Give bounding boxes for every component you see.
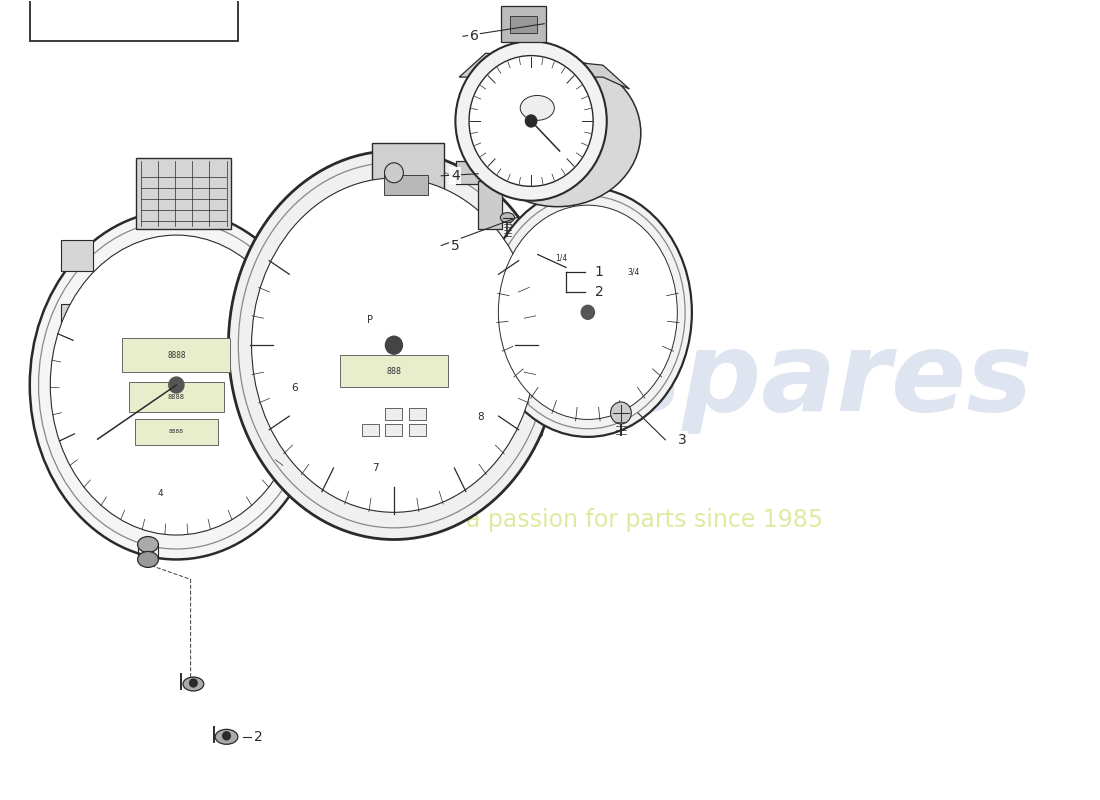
Ellipse shape bbox=[491, 196, 685, 429]
Text: 2: 2 bbox=[254, 730, 263, 744]
Text: 4: 4 bbox=[451, 169, 460, 182]
Text: 8: 8 bbox=[477, 411, 484, 422]
Text: 3/4: 3/4 bbox=[627, 267, 639, 277]
Circle shape bbox=[168, 377, 184, 393]
FancyBboxPatch shape bbox=[500, 6, 547, 42]
Ellipse shape bbox=[239, 162, 550, 528]
Circle shape bbox=[189, 679, 197, 687]
Text: 7: 7 bbox=[372, 462, 378, 473]
Ellipse shape bbox=[30, 210, 323, 559]
Bar bbox=[362, 424, 378, 436]
Text: 6: 6 bbox=[292, 382, 298, 393]
Circle shape bbox=[610, 402, 631, 424]
FancyBboxPatch shape bbox=[60, 384, 94, 416]
Text: 3: 3 bbox=[678, 433, 686, 447]
Text: 5: 5 bbox=[451, 238, 460, 253]
Text: a passion for parts since 1985: a passion for parts since 1985 bbox=[466, 507, 823, 531]
Circle shape bbox=[385, 163, 404, 182]
Ellipse shape bbox=[520, 95, 554, 120]
Polygon shape bbox=[456, 161, 547, 184]
Ellipse shape bbox=[138, 537, 158, 553]
Text: 8888: 8888 bbox=[167, 350, 186, 360]
Text: 1/4: 1/4 bbox=[556, 254, 568, 262]
Ellipse shape bbox=[498, 205, 678, 419]
Polygon shape bbox=[459, 54, 629, 89]
Ellipse shape bbox=[474, 59, 641, 206]
FancyBboxPatch shape bbox=[135, 419, 218, 445]
Bar bbox=[385, 424, 403, 436]
Text: 4: 4 bbox=[157, 489, 163, 498]
Text: P: P bbox=[367, 315, 373, 326]
FancyBboxPatch shape bbox=[135, 158, 231, 229]
Text: 1: 1 bbox=[595, 266, 604, 279]
FancyBboxPatch shape bbox=[60, 239, 94, 271]
Circle shape bbox=[385, 336, 403, 354]
FancyBboxPatch shape bbox=[384, 174, 428, 194]
Ellipse shape bbox=[252, 178, 537, 512]
Ellipse shape bbox=[51, 235, 303, 535]
Ellipse shape bbox=[229, 151, 560, 539]
Ellipse shape bbox=[484, 188, 692, 437]
Circle shape bbox=[222, 732, 230, 740]
Ellipse shape bbox=[455, 42, 607, 201]
Ellipse shape bbox=[39, 221, 315, 549]
FancyBboxPatch shape bbox=[129, 382, 223, 412]
Text: 888: 888 bbox=[386, 366, 402, 376]
Bar bbox=[409, 408, 426, 420]
FancyBboxPatch shape bbox=[510, 16, 537, 33]
Polygon shape bbox=[218, 353, 548, 497]
Bar bbox=[478, 181, 502, 229]
Circle shape bbox=[581, 306, 594, 319]
Bar bbox=[30, 0, 238, 42]
Text: eurospares: eurospares bbox=[331, 326, 1034, 434]
Ellipse shape bbox=[183, 677, 204, 691]
Ellipse shape bbox=[500, 213, 515, 222]
Bar bbox=[385, 408, 403, 420]
Ellipse shape bbox=[469, 55, 593, 186]
Text: 6: 6 bbox=[470, 30, 478, 43]
FancyBboxPatch shape bbox=[122, 338, 230, 372]
Ellipse shape bbox=[138, 551, 158, 567]
Text: 2: 2 bbox=[595, 286, 604, 299]
FancyBboxPatch shape bbox=[340, 355, 448, 387]
Ellipse shape bbox=[216, 730, 238, 744]
Circle shape bbox=[526, 115, 537, 127]
FancyBboxPatch shape bbox=[60, 304, 94, 336]
Bar bbox=[409, 424, 426, 436]
Text: 8888: 8888 bbox=[169, 430, 184, 434]
FancyBboxPatch shape bbox=[372, 143, 444, 204]
Text: 8888: 8888 bbox=[168, 394, 185, 400]
